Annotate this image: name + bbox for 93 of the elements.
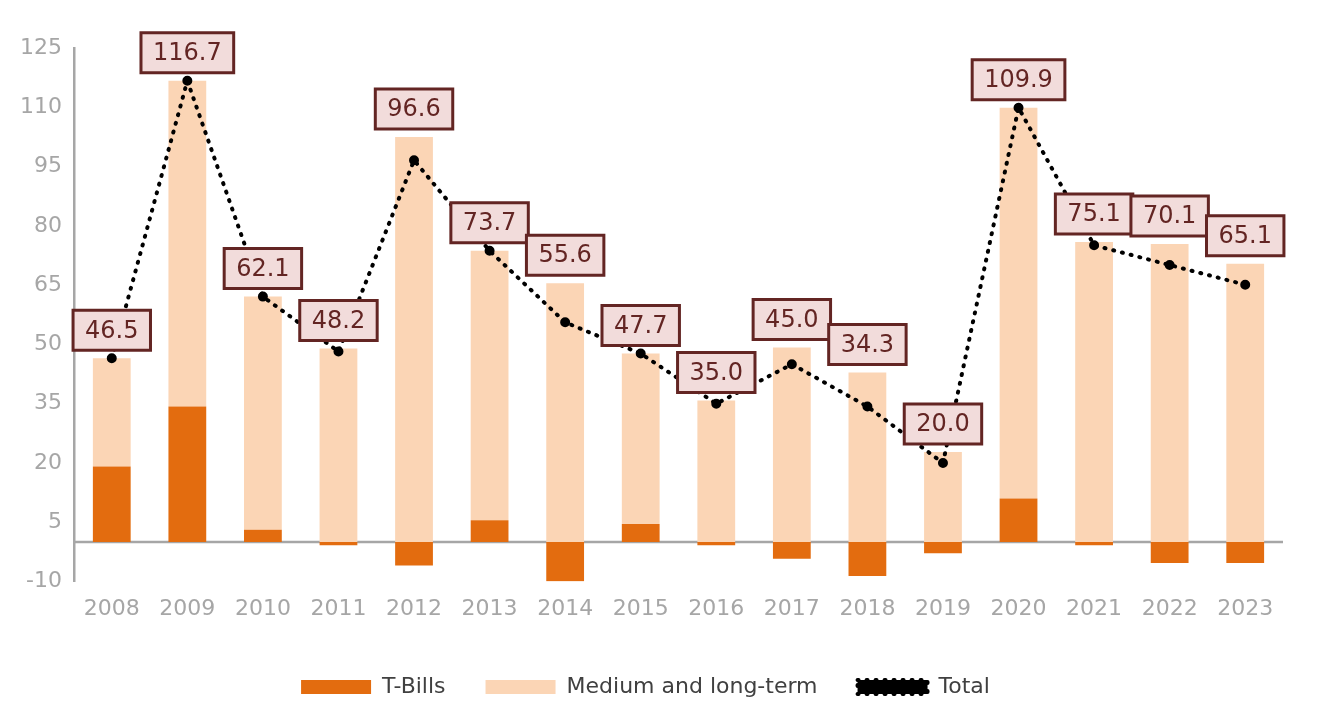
bar bbox=[319, 348, 358, 543]
point bbox=[1089, 240, 1100, 251]
bar bbox=[621, 523, 660, 543]
legend-label: T-Bills bbox=[381, 672, 446, 698]
point bbox=[1013, 102, 1024, 113]
bar bbox=[395, 136, 433, 543]
x-tick-label: 2015 bbox=[612, 594, 669, 620]
x-tick-label: 2010 bbox=[234, 594, 291, 620]
y-tick-label: 50 bbox=[33, 330, 62, 356]
x-tick-label: 2008 bbox=[83, 594, 140, 620]
bar bbox=[924, 542, 962, 554]
data-label: 48.2 bbox=[311, 305, 366, 334]
data-label: 47.7 bbox=[614, 310, 668, 339]
bar bbox=[470, 250, 509, 521]
data-label: 65.1 bbox=[1218, 221, 1272, 250]
point bbox=[1240, 279, 1251, 290]
bar bbox=[92, 466, 131, 543]
x-tick-label: 2016 bbox=[688, 594, 745, 620]
y-tick-label: 5 bbox=[47, 508, 62, 534]
y-tick-label: 20 bbox=[33, 448, 62, 474]
bar bbox=[697, 542, 736, 546]
data-label: 20.0 bbox=[916, 409, 970, 438]
data-label: 45.0 bbox=[765, 304, 819, 333]
bar bbox=[1075, 242, 1113, 543]
data-label: 70.1 bbox=[1142, 201, 1197, 230]
point bbox=[484, 245, 495, 256]
y-tick-label: -10 bbox=[26, 567, 62, 593]
data-label: 96.6 bbox=[387, 94, 441, 123]
bar bbox=[470, 520, 509, 543]
x-tick-label: 2019 bbox=[914, 594, 971, 620]
x-tick-label: 2013 bbox=[461, 594, 518, 620]
x-tick-label: 2017 bbox=[763, 594, 820, 620]
bar bbox=[848, 542, 887, 577]
point bbox=[635, 348, 646, 359]
bar bbox=[924, 451, 962, 543]
data-label: 109.9 bbox=[984, 64, 1053, 93]
data-label: 46.5 bbox=[85, 315, 139, 344]
data-label: 62.1 bbox=[236, 253, 290, 282]
data-label: 34.3 bbox=[840, 329, 895, 358]
bar bbox=[999, 107, 1038, 499]
legend-label: Total bbox=[937, 672, 990, 698]
point bbox=[257, 291, 268, 302]
point bbox=[862, 401, 873, 412]
data-label: 55.6 bbox=[538, 240, 592, 269]
bar bbox=[546, 542, 585, 582]
x-tick-label: 2022 bbox=[1141, 594, 1198, 620]
data-label: 35.0 bbox=[689, 357, 743, 386]
y-tick-label: 110 bbox=[19, 93, 62, 119]
x-tick-label: 2009 bbox=[159, 594, 216, 620]
y-tick-label: 80 bbox=[33, 211, 62, 237]
bar bbox=[244, 296, 282, 530]
x-tick-label: 2012 bbox=[386, 594, 443, 620]
y-tick-label: 65 bbox=[33, 270, 62, 296]
x-tick-label: 2023 bbox=[1217, 594, 1274, 620]
y-tick-label: 125 bbox=[19, 33, 62, 59]
bar bbox=[319, 542, 358, 546]
x-tick-label: 2014 bbox=[537, 594, 594, 620]
bar bbox=[395, 542, 433, 566]
data-label: 116.7 bbox=[152, 38, 222, 67]
legend-label: Medium and long-term bbox=[566, 672, 818, 698]
x-tick-label: 2018 bbox=[839, 594, 896, 620]
bar bbox=[1150, 542, 1189, 564]
bar bbox=[772, 542, 811, 559]
bar bbox=[1226, 263, 1265, 543]
data-label: 75.1 bbox=[1067, 199, 1121, 228]
bar bbox=[999, 498, 1038, 543]
x-tick-label: 2021 bbox=[1066, 594, 1123, 620]
point bbox=[333, 346, 344, 357]
point bbox=[786, 359, 797, 370]
bar bbox=[697, 400, 736, 543]
bar bbox=[621, 353, 660, 524]
point bbox=[106, 353, 117, 364]
point bbox=[937, 458, 948, 469]
bar bbox=[1226, 542, 1265, 564]
x-tick-label: 2011 bbox=[310, 594, 367, 620]
point bbox=[711, 398, 722, 409]
point bbox=[409, 155, 420, 166]
x-tick-label: 2020 bbox=[990, 594, 1047, 620]
y-tick-label: 35 bbox=[33, 389, 62, 415]
point bbox=[560, 317, 571, 328]
bar bbox=[168, 406, 207, 543]
bar bbox=[848, 372, 887, 543]
bar bbox=[244, 529, 282, 543]
bar bbox=[92, 358, 131, 467]
bar bbox=[1075, 542, 1113, 546]
point bbox=[182, 75, 193, 86]
point bbox=[1164, 260, 1175, 270]
bar bbox=[168, 80, 207, 407]
bar bbox=[546, 283, 585, 543]
data-label: 73.7 bbox=[462, 208, 517, 236]
y-tick-label: 95 bbox=[33, 152, 62, 178]
bar bbox=[772, 347, 811, 543]
bar bbox=[1150, 244, 1189, 543]
